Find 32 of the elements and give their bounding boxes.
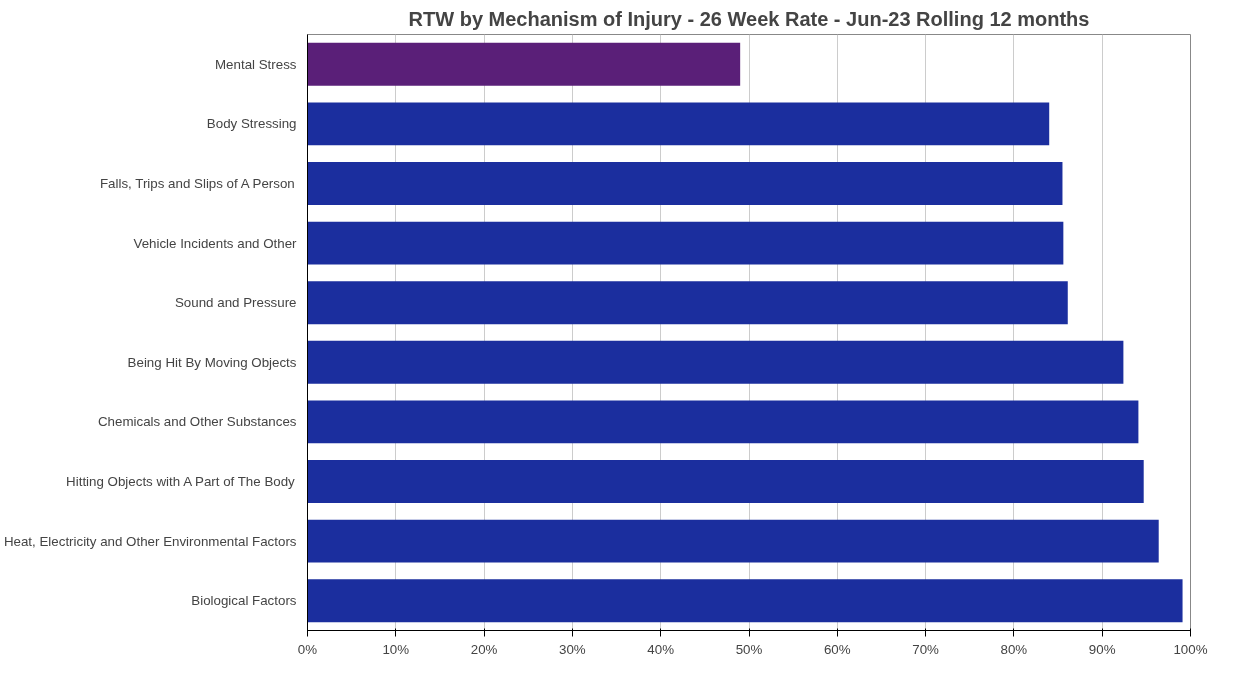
bar bbox=[307, 340, 1124, 384]
bar bbox=[307, 162, 1063, 205]
y-tick-label: Heat, Electricity and Other Environmental Factors bbox=[3, 533, 297, 549]
x-tick-label: 10% bbox=[382, 641, 410, 657]
x-tick-label: 0% bbox=[297, 641, 318, 657]
bar bbox=[307, 42, 741, 86]
x-tick-label: 100% bbox=[1173, 641, 1208, 657]
y-tick-label: Hitting Objects with A Part of The Body bbox=[66, 474, 296, 489]
bar bbox=[307, 579, 1183, 623]
y-tick-label: Body Stressing bbox=[206, 116, 297, 132]
y-tick-label: Sound and Pressure bbox=[174, 295, 297, 311]
y-tick-label: Mental Stress bbox=[215, 56, 297, 72]
bar bbox=[307, 221, 1064, 265]
x-tick-label: 60% bbox=[823, 641, 851, 657]
x-tick-label: 90% bbox=[1088, 641, 1116, 657]
x-tick-label: 40% bbox=[647, 641, 675, 657]
x-tick-label: 20% bbox=[470, 641, 498, 657]
y-tick-label: Falls, Trips and Slips of A Person bbox=[99, 176, 295, 191]
x-tick-label: 50% bbox=[735, 641, 763, 657]
bar bbox=[307, 400, 1139, 444]
y-tick-label: Vehicle Incidents and Other bbox=[133, 235, 298, 251]
x-tick-label: 70% bbox=[912, 641, 940, 657]
bar bbox=[307, 519, 1159, 563]
y-tick-label: Being Hit By Moving Objects bbox=[127, 354, 297, 370]
y-tick-label: Biological Factors bbox=[191, 593, 297, 609]
bar bbox=[307, 102, 1050, 146]
y-tick-label: Chemicals and Other Substances bbox=[97, 414, 297, 430]
bar bbox=[307, 281, 1068, 325]
x-tick-label: 80% bbox=[1000, 641, 1028, 657]
chart-title: RTW by Mechanism of Injury - 26 Week Rate - Jun-23 Rolling 12 months bbox=[408, 7, 1090, 30]
x-tick-label: 30% bbox=[559, 641, 586, 657]
bar bbox=[307, 460, 1144, 503]
